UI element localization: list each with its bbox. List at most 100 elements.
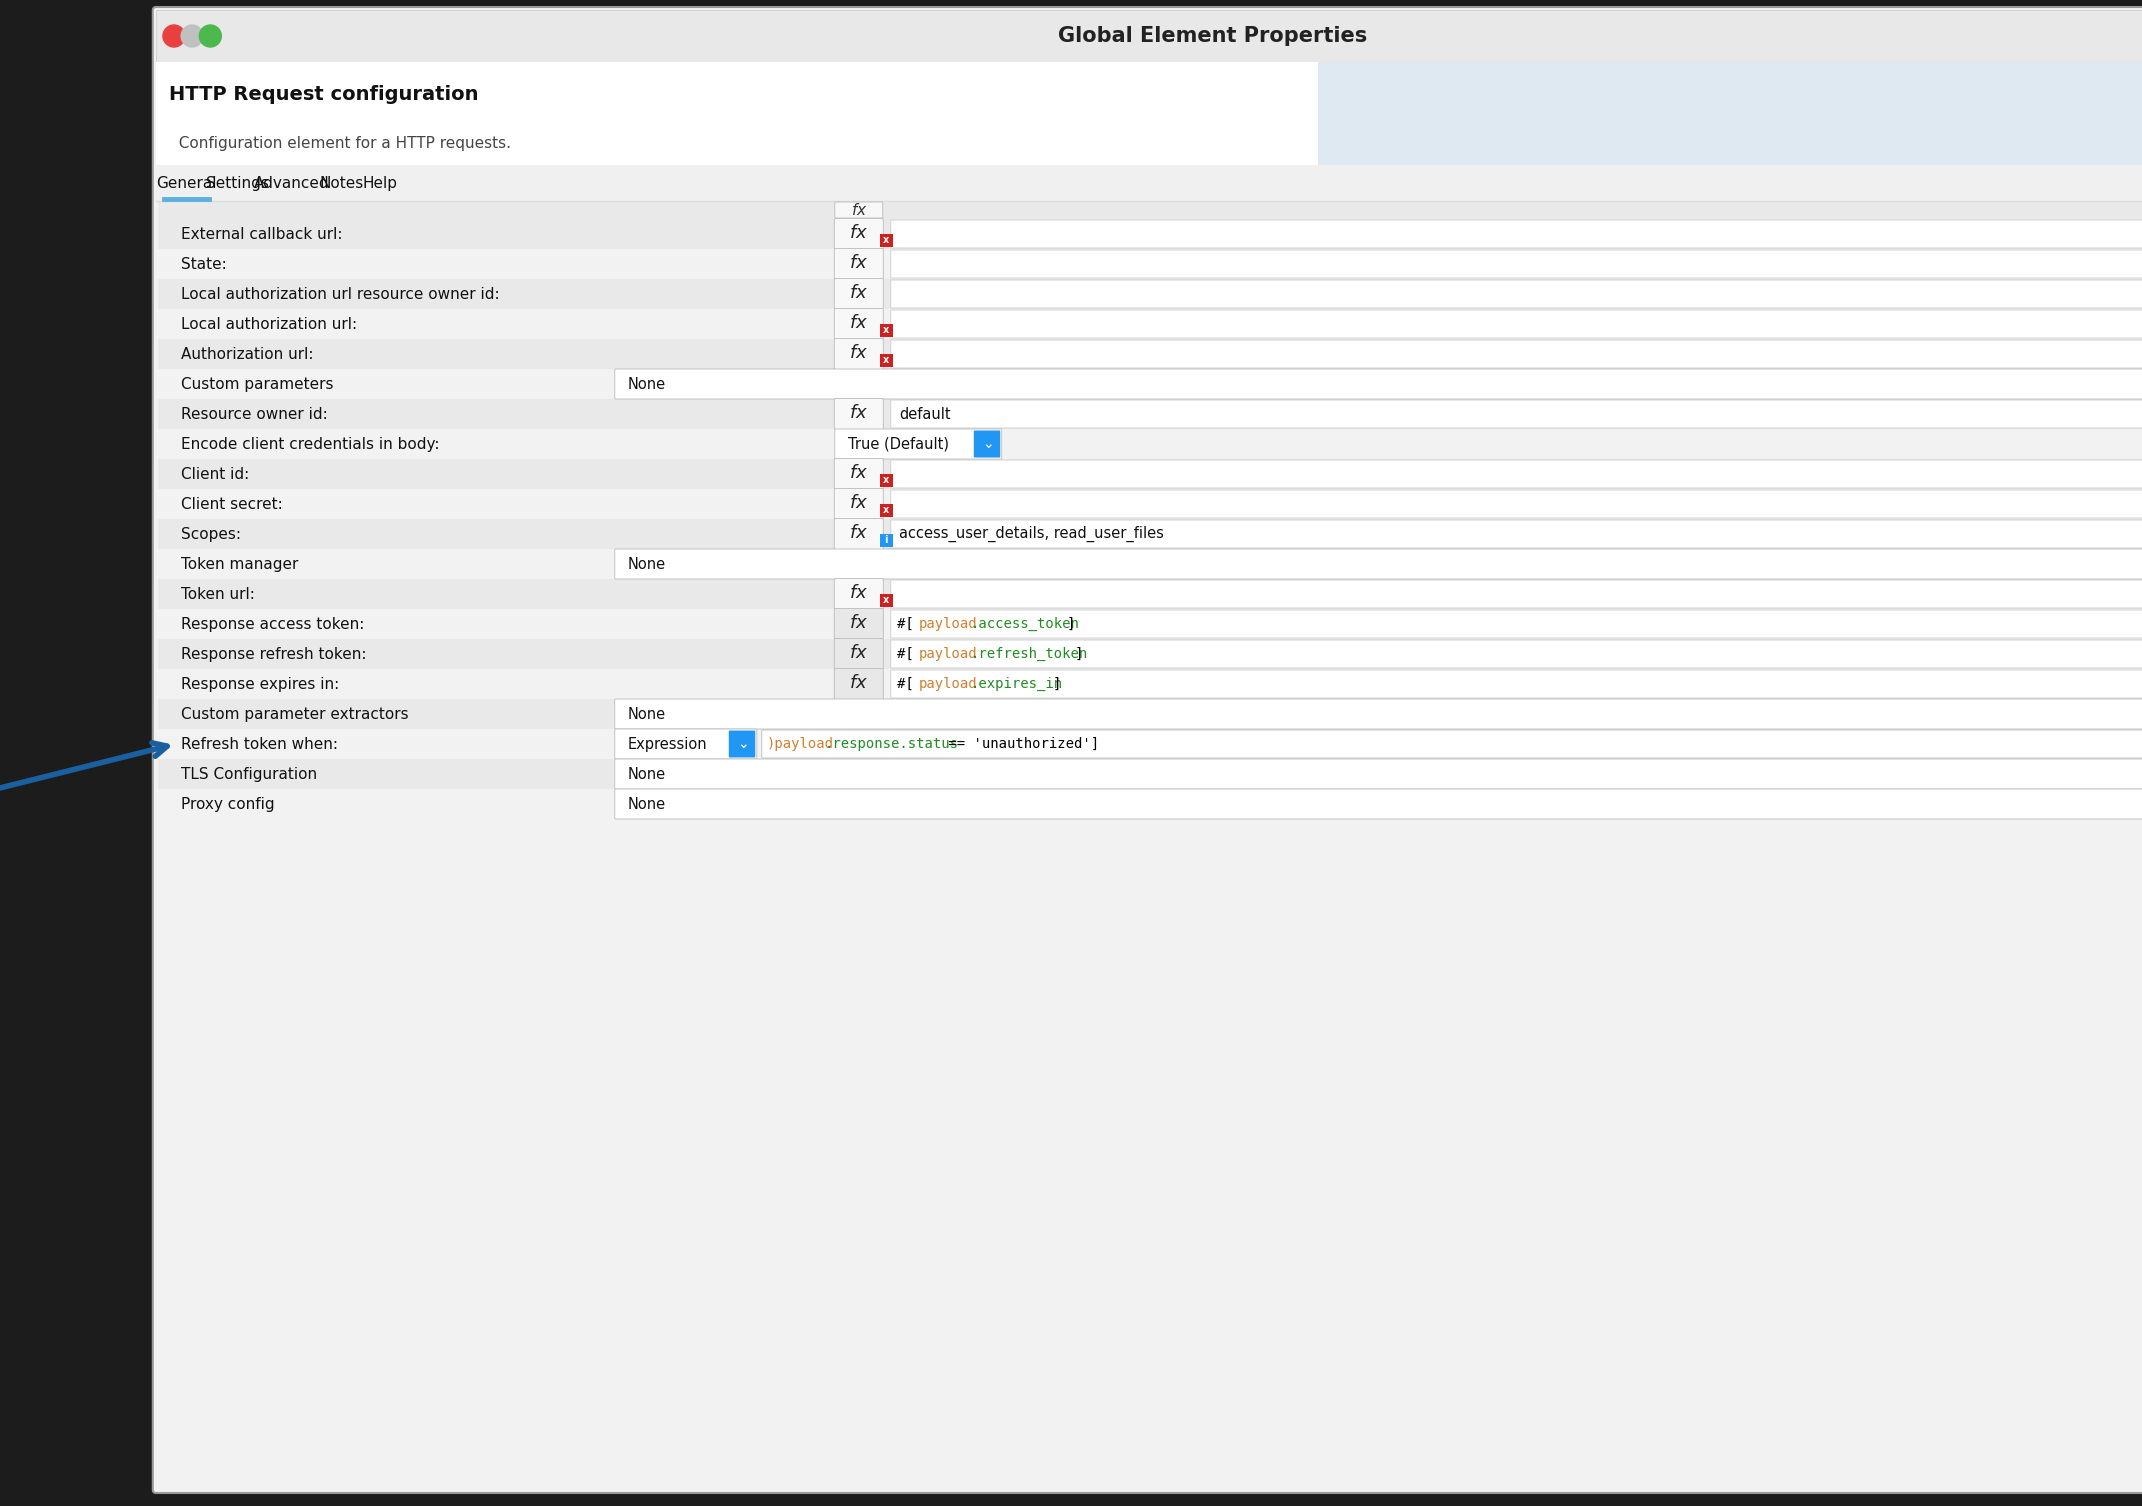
Bar [156,62,2142,166]
FancyBboxPatch shape [833,218,883,250]
Text: Client id:: Client id: [180,467,248,482]
Bar [159,578,2142,608]
FancyBboxPatch shape [975,431,1000,458]
Text: x: x [883,474,889,485]
Text: Refresh token when:: Refresh token when: [180,736,338,751]
Text: State:: State: [180,256,227,271]
Text: Token url:: Token url: [180,586,255,601]
Text: $\mathit{fx}$: $\mathit{fx}$ [848,464,868,482]
Text: Token manager: Token manager [180,557,298,571]
FancyBboxPatch shape [891,280,2142,309]
Text: x: x [883,325,889,334]
Text: None: None [628,767,666,782]
Text: True (Default): True (Default) [848,437,949,452]
Bar [159,639,2142,669]
FancyBboxPatch shape [833,608,883,640]
Bar [156,166,2142,200]
Text: Custom parameter extractors: Custom parameter extractors [180,706,409,721]
Text: Client secret:: Client secret: [180,497,283,512]
FancyBboxPatch shape [833,248,883,280]
FancyBboxPatch shape [891,520,2142,548]
FancyBboxPatch shape [891,401,2142,428]
Text: $\mathit{fx}$: $\mathit{fx}$ [848,404,868,422]
FancyBboxPatch shape [891,459,2142,488]
Text: Scopes:: Scopes: [180,527,240,542]
Text: x: x [883,235,889,245]
Text: $\mathit{fx}$: $\mathit{fx}$ [848,524,868,542]
Text: )payload: )payload [767,736,833,751]
FancyBboxPatch shape [615,550,2142,578]
Bar [159,699,2142,729]
Text: Advanced: Advanced [255,176,330,190]
Text: #[: #[ [897,648,921,661]
Text: Help: Help [362,176,396,190]
Bar [880,324,893,337]
Text: #[: #[ [897,617,921,631]
Text: $\mathit{fx}$: $\mathit{fx}$ [848,285,868,303]
Text: Global Element Properties: Global Element Properties [1058,26,1367,47]
Bar [880,535,893,547]
Bar [159,759,2142,789]
Bar [880,233,893,247]
Bar [159,399,2142,429]
FancyBboxPatch shape [833,399,883,429]
Text: payload: payload [919,678,977,691]
FancyBboxPatch shape [833,669,883,699]
Text: Expression: Expression [628,736,707,751]
Text: ]: ] [1052,678,1060,691]
Text: .response.status: .response.status [825,736,957,751]
Text: $\mathit{fx}$: $\mathit{fx}$ [848,645,868,663]
Text: $\mathit{fx}$: $\mathit{fx}$ [848,224,868,242]
FancyBboxPatch shape [833,518,883,550]
FancyBboxPatch shape [891,489,2142,518]
Text: None: None [628,706,666,721]
FancyBboxPatch shape [891,340,2142,367]
FancyBboxPatch shape [728,730,756,758]
Bar [880,354,893,367]
Bar [159,339,2142,369]
Text: Encode client credentials in body:: Encode client credentials in body: [180,437,439,452]
Text: access_user_details, read_user_files: access_user_details, read_user_files [900,526,1163,542]
FancyBboxPatch shape [833,339,883,369]
Text: $\mathit{fx}$: $\mathit{fx}$ [848,675,868,691]
FancyBboxPatch shape [833,488,883,520]
Text: Proxy config: Proxy config [180,797,274,812]
Text: default: default [900,407,951,422]
Text: payload: payload [919,648,977,661]
Bar [159,520,2142,550]
FancyBboxPatch shape [891,220,2142,248]
FancyBboxPatch shape [615,759,2142,789]
Text: .access_token: .access_token [970,617,1080,631]
FancyBboxPatch shape [763,730,2142,758]
Text: None: None [628,557,666,571]
FancyBboxPatch shape [891,250,2142,279]
Bar [1317,62,2142,166]
Text: .expires_in: .expires_in [970,676,1062,691]
Text: External callback url:: External callback url: [180,226,343,241]
FancyBboxPatch shape [833,458,883,489]
Text: ]: ] [1075,648,1082,661]
Circle shape [163,26,184,47]
FancyBboxPatch shape [891,670,2142,697]
Text: ⌄: ⌄ [981,437,994,450]
Text: Resource owner id:: Resource owner id: [180,407,328,422]
Text: None: None [628,376,666,392]
Text: ]: ] [1067,617,1075,631]
Text: Custom parameters: Custom parameters [180,376,334,392]
Text: .refresh_token: .refresh_token [970,648,1088,661]
FancyBboxPatch shape [833,639,883,670]
Bar [159,200,2142,218]
Text: Local authorization url resource owner id:: Local authorization url resource owner i… [180,286,499,301]
FancyBboxPatch shape [833,279,883,310]
Text: $\mathit{fx}$: $\mathit{fx}$ [848,614,868,633]
Circle shape [182,26,203,47]
Text: x: x [883,355,889,364]
Text: Response expires in:: Response expires in: [180,676,338,691]
Bar [156,11,2142,62]
FancyBboxPatch shape [835,202,883,218]
Text: Response access token:: Response access token: [180,616,364,631]
Bar [159,279,2142,309]
Text: Local authorization url:: Local authorization url: [180,316,358,331]
Text: $\mathit{fx}$: $\mathit{fx}$ [848,494,868,512]
FancyBboxPatch shape [835,429,1002,459]
